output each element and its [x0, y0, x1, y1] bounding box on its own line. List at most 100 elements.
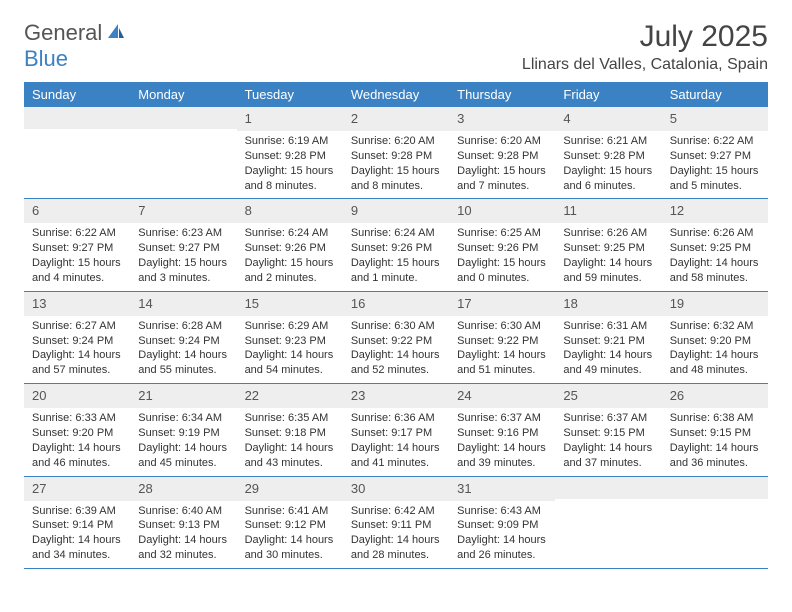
day-cell: [130, 107, 236, 198]
day-number-row: 19: [662, 292, 768, 316]
day-body: Sunrise: 6:29 AMSunset: 9:23 PMDaylight:…: [237, 316, 343, 383]
day-cell: 15 Sunrise: 6:29 AMSunset: 9:23 PMDayligh…: [237, 292, 343, 383]
day-number: 7: [138, 203, 145, 218]
sunrise-text: Sunrise: 6:24 AM: [351, 226, 441, 241]
day-body: [24, 129, 130, 198]
day-cell: 23Sunrise: 6:36 AMSunset: 9:17 PMDayligh…: [343, 384, 449, 475]
sunrise-text: Sunrise: 6:21 AM: [563, 134, 653, 149]
daylight-text: Daylight: 15 hours and 0 minutes.: [457, 256, 547, 286]
day-body: [555, 499, 661, 568]
sunrise-text: Sunrise: 6:39 AM: [32, 504, 122, 519]
day-cell: 2Sunrise: 6:20 AMSunset: 9:28 PMDaylight…: [343, 107, 449, 198]
day-number-row: 21: [130, 384, 236, 408]
day-number-row: 15: [237, 292, 343, 316]
day-body: Sunrise: 6:30 AMSunset: 9:22 PMDaylight:…: [449, 316, 555, 383]
sunset-text: Sunset: 9:20 PM: [32, 426, 122, 441]
day-number-row: 17: [449, 292, 555, 316]
day-number-row: 13: [24, 292, 130, 316]
sunset-text: Sunset: 9:26 PM: [351, 241, 441, 256]
day-body: Sunrise: 6:22 AMSunset: 9:27 PMDaylight:…: [24, 223, 130, 290]
sunset-text: Sunset: 9:24 PM: [138, 334, 228, 349]
day-number-row: 24: [449, 384, 555, 408]
week-row: 6Sunrise: 6:22 AMSunset: 9:27 PMDaylight…: [24, 199, 768, 291]
sunrise-text: Sunrise: 6:37 AM: [563, 411, 653, 426]
sunrise-text: Sunrise: 6:43 AM: [457, 504, 547, 519]
month-title: July 2025: [522, 20, 768, 54]
day-number: 31: [457, 481, 471, 496]
day-number-row: 18: [555, 292, 661, 316]
daylight-text: Daylight: 15 hours and 8 minutes.: [245, 164, 335, 194]
daylight-text: Daylight: 14 hours and 55 minutes.: [138, 348, 228, 378]
daylight-text: Daylight: 14 hours and 36 minutes.: [670, 441, 760, 471]
day-body: Sunrise: 6:38 AMSunset: 9:15 PMDaylight:…: [662, 408, 768, 475]
daylight-text: Daylight: 14 hours and 26 minutes.: [457, 533, 547, 563]
day-cell: 25Sunrise: 6:37 AMSunset: 9:15 PMDayligh…: [555, 384, 661, 475]
logo-sail-icon: [106, 20, 126, 46]
day-body: [662, 499, 768, 568]
day-cell: 29Sunrise: 6:41 AMSunset: 9:12 PMDayligh…: [237, 477, 343, 568]
day-number-row: 6: [24, 199, 130, 223]
sunset-text: Sunset: 9:12 PM: [245, 518, 335, 533]
day-cell: 30Sunrise: 6:42 AMSunset: 9:11 PMDayligh…: [343, 477, 449, 568]
sunset-text: Sunset: 9:28 PM: [351, 149, 441, 164]
day-number: 16: [351, 296, 365, 311]
day-cell: 3Sunrise: 6:20 AMSunset: 9:28 PMDaylight…: [449, 107, 555, 198]
day-number-row: 3: [449, 107, 555, 131]
day-cell: 16Sunrise: 6:30 AMSunset: 9:22 PMDayligh…: [343, 292, 449, 383]
sunrise-text: Sunrise: 6:37 AM: [457, 411, 547, 426]
sunrise-text: Sunrise: 6:33 AM: [32, 411, 122, 426]
sunset-text: Sunset: 9:19 PM: [138, 426, 228, 441]
sunrise-text: Sunrise: 6:24 AM: [245, 226, 335, 241]
daylight-text: Daylight: 14 hours and 39 minutes.: [457, 441, 547, 471]
sunrise-text: Sunrise: 6:40 AM: [138, 504, 228, 519]
day-number: 17: [457, 296, 471, 311]
week-row: 13 Sunrise: 6:27 AMSunset: 9:24 PMDayligh…: [24, 292, 768, 384]
sunrise-text: Sunrise: 6:25 AM: [457, 226, 547, 241]
day-cell: 28Sunrise: 6:40 AMSunset: 9:13 PMDayligh…: [130, 477, 236, 568]
day-number: 19: [670, 296, 684, 311]
sunrise-text: Sunrise: 6:38 AM: [670, 411, 760, 426]
day-number: 25: [563, 388, 577, 403]
sunrise-text: Sunrise: 6:19 AM: [245, 134, 335, 149]
day-number: 5: [670, 111, 677, 126]
day-number-row: 2: [343, 107, 449, 131]
logo-text-general: General: [24, 20, 102, 46]
day-number: 22: [245, 388, 259, 403]
day-number: 23: [351, 388, 365, 403]
sunset-text: Sunset: 9:15 PM: [563, 426, 653, 441]
sunrise-text: Sunrise: 6:23 AM: [138, 226, 228, 241]
day-number: 10: [457, 203, 471, 218]
day-cell: 7Sunrise: 6:23 AMSunset: 9:27 PMDaylight…: [130, 199, 236, 290]
day-number-row: 9: [343, 199, 449, 223]
sunset-text: Sunset: 9:23 PM: [245, 334, 335, 349]
day-number: 13: [32, 296, 46, 311]
daylight-text: Daylight: 14 hours and 45 minutes.: [138, 441, 228, 471]
day-number: 26: [670, 388, 684, 403]
daylight-text: Daylight: 14 hours and 57 minutes.: [32, 348, 122, 378]
day-number: 8: [245, 203, 252, 218]
day-header-tuesday: Tuesday: [237, 82, 343, 107]
sunrise-text: Sunrise: 6:29 AM: [245, 319, 335, 334]
sunset-text: Sunset: 9:28 PM: [563, 149, 653, 164]
day-number: 24: [457, 388, 471, 403]
sunset-text: Sunset: 9:24 PM: [32, 334, 122, 349]
day-number: 11: [563, 203, 577, 218]
day-number: 15: [245, 296, 259, 311]
location: Llinars del Valles, Catalonia, Spain: [522, 56, 768, 74]
day-number: 12: [670, 203, 684, 218]
logo-text-blue: Blue: [24, 46, 68, 72]
sunrise-text: Sunrise: 6:36 AM: [351, 411, 441, 426]
sunrise-text: Sunrise: 6:26 AM: [670, 226, 760, 241]
sunset-text: Sunset: 9:26 PM: [245, 241, 335, 256]
day-body: Sunrise: 6:25 AMSunset: 9:26 PMDaylight:…: [449, 223, 555, 290]
day-number-row: 7: [130, 199, 236, 223]
sunset-text: Sunset: 9:28 PM: [457, 149, 547, 164]
day-body: Sunrise: 6:27 AMSunset: 9:24 PMDaylight:…: [24, 316, 130, 383]
day-number: 28: [138, 481, 152, 496]
sunset-text: Sunset: 9:17 PM: [351, 426, 441, 441]
sunrise-text: Sunrise: 6:22 AM: [32, 226, 122, 241]
daylight-text: Daylight: 15 hours and 6 minutes.: [563, 164, 653, 194]
sunrise-text: Sunrise: 6:41 AM: [245, 504, 335, 519]
day-cell: 18Sunrise: 6:31 AMSunset: 9:21 PMDayligh…: [555, 292, 661, 383]
sunset-text: Sunset: 9:25 PM: [563, 241, 653, 256]
